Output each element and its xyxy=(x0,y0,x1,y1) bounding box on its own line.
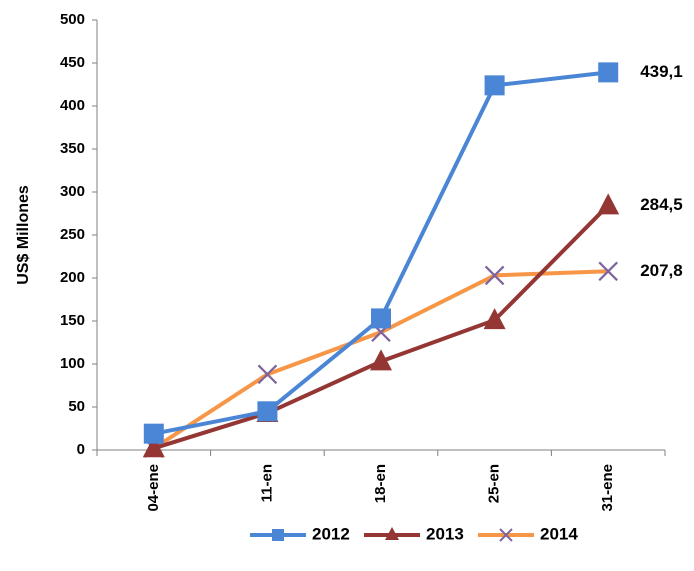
y-axis: 0 50 100 150 200 250 300 350 400 450 500 xyxy=(60,11,98,458)
series-2012-line xyxy=(153,70,609,436)
y-axis-label: US$ Millones xyxy=(15,185,32,285)
series-2013-marker xyxy=(370,349,392,371)
y-tick-label: 450 xyxy=(60,54,85,71)
x-tick-label: 25-en xyxy=(486,464,503,503)
series-2012-marker xyxy=(371,308,391,329)
legend-label: 2012 xyxy=(312,524,350,543)
series-2013-marker xyxy=(142,436,165,458)
series-2014-marker xyxy=(257,364,278,385)
y-tick-label: 500 xyxy=(60,11,85,28)
legend-item-2014: 2014 xyxy=(478,524,578,543)
legend: 2012 2013 2014 xyxy=(250,524,578,543)
series-2013-marker xyxy=(597,193,620,215)
y-ticks: 0 50 100 150 200 250 300 350 400 450 500 xyxy=(60,11,97,458)
x-axis: 04-ene 11-en 18-en 25-en 31-ene xyxy=(96,449,666,512)
series-2013: 284,5 xyxy=(142,193,683,458)
legend-item-2013: 2013 xyxy=(364,524,464,543)
y-tick-label: 300 xyxy=(60,183,85,200)
y-tick-label: 250 xyxy=(60,226,85,243)
series-2014-end-label: 207,8 xyxy=(640,261,683,280)
series-2012-marker xyxy=(484,75,505,96)
x-tick-label: 31-ene xyxy=(599,464,616,512)
y-tick-label: 200 xyxy=(60,269,85,286)
y-tick-label: 100 xyxy=(60,355,85,372)
series-2012-marker xyxy=(598,62,619,83)
series-2014-marker xyxy=(598,261,618,282)
legend-item-2012: 2012 xyxy=(250,524,350,543)
x-ticks: 04-ene 11-en 18-en 25-en 31-ene xyxy=(96,450,666,512)
legend-label: 2014 xyxy=(540,524,578,543)
x-tick-label: 04-ene xyxy=(145,464,162,512)
legend-label: 2013 xyxy=(426,524,464,543)
series-2013-end-label: 284,5 xyxy=(640,195,683,214)
series-2012-end-label: 439,1 xyxy=(640,62,683,81)
legend-x-icon xyxy=(499,528,513,542)
series-2012: 439,1 xyxy=(143,62,683,444)
series-2012-marker xyxy=(257,401,278,422)
legend-triangle-icon xyxy=(385,527,399,540)
x-tick-label: 11-en xyxy=(258,464,275,502)
y-tick-label: 400 xyxy=(60,97,85,114)
x-tick-label: 18-en xyxy=(372,464,389,503)
series-group: 207,8 284,5 439,1 xyxy=(142,62,683,459)
series-2012-marker xyxy=(143,423,164,444)
y-tick-label: 0 xyxy=(77,441,85,458)
y-tick-label: 350 xyxy=(60,140,85,157)
legend-square-icon xyxy=(272,529,284,541)
series-2013-marker xyxy=(483,308,506,330)
y-tick-label: 50 xyxy=(68,398,85,415)
series-2014-marker xyxy=(484,265,505,286)
y-tick-label: 150 xyxy=(60,312,85,329)
